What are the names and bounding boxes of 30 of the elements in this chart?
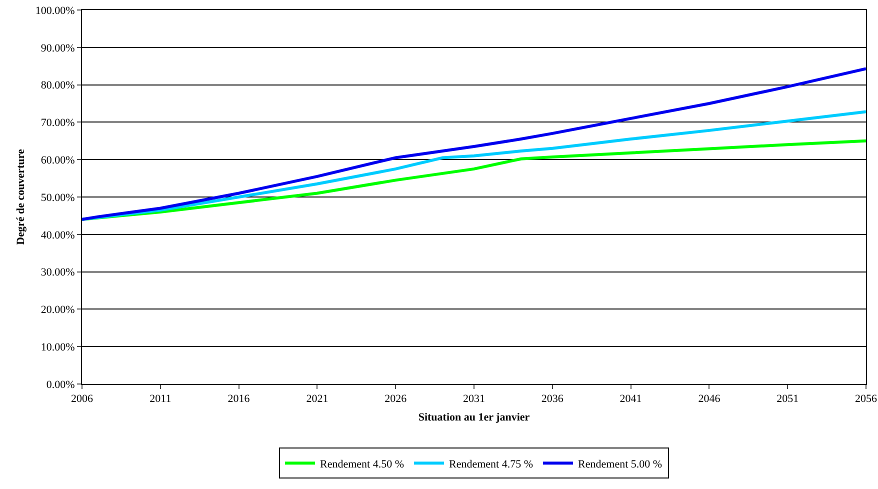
x-tick-label: 2051 bbox=[776, 393, 799, 406]
x-tick-label: 2021 bbox=[306, 393, 328, 406]
y-tick-label: 100.00% bbox=[35, 4, 75, 17]
x-tick-label: 2006 bbox=[71, 393, 94, 406]
x-tick-label: 2056 bbox=[855, 393, 878, 406]
y-tick-label: 90.00% bbox=[40, 42, 75, 54]
y-tick-label: 50.00% bbox=[40, 192, 75, 204]
line-series bbox=[82, 67, 866, 221]
x-tick-label: 2046 bbox=[698, 393, 721, 406]
x-tick-label: 2011 bbox=[150, 393, 172, 406]
y-axis-title: Degré de couverture bbox=[15, 149, 28, 245]
y-tick-label: 0.00% bbox=[46, 378, 75, 391]
legend-label: Rendement 4.75 % bbox=[449, 458, 534, 470]
y-tick-label: 40.00% bbox=[40, 229, 75, 242]
legend-label: Rendement 5.00 % bbox=[578, 458, 662, 470]
x-tick-label: 2036 bbox=[541, 393, 564, 406]
x-tick-label: 2041 bbox=[620, 393, 642, 406]
y-tick-label: 60.00% bbox=[40, 154, 75, 166]
y-tick-label: 70.00% bbox=[40, 117, 75, 130]
x-tick-label: 2026 bbox=[384, 393, 408, 406]
x-axis-title: Situation au 1er janvier bbox=[418, 411, 530, 424]
x-tick-label: 2031 bbox=[463, 393, 485, 406]
y-tick-label: 20.00% bbox=[40, 304, 75, 316]
y-tick-label: 10.00% bbox=[40, 341, 75, 354]
line-series bbox=[82, 139, 866, 221]
y-tick-label: 80.00% bbox=[40, 80, 75, 92]
x-tick-label: 2016 bbox=[228, 393, 250, 406]
legend-label: Rendement 4.50 % bbox=[320, 458, 404, 470]
line-series bbox=[82, 110, 866, 221]
y-tick-label: 30.00% bbox=[40, 266, 75, 279]
